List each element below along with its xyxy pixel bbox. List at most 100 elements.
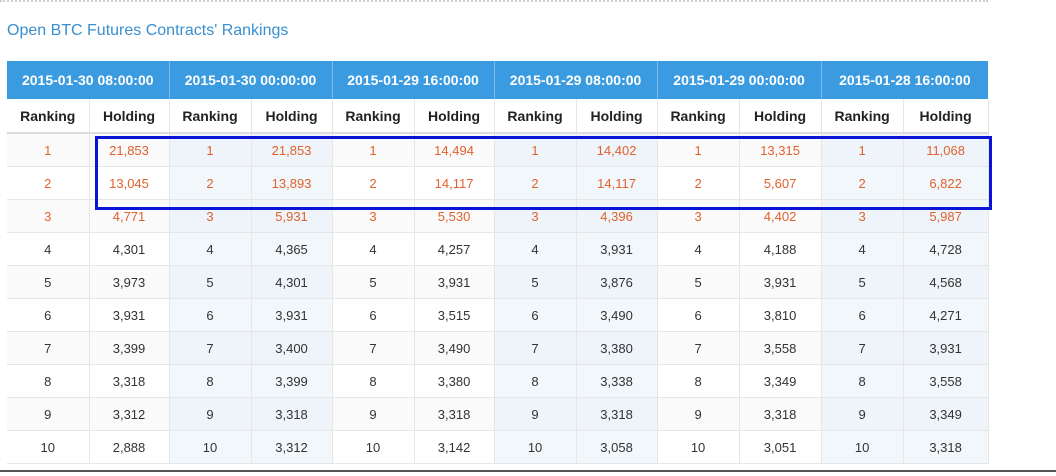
holding-cell: 4,301 [89,232,170,266]
holding-cell: 4,365 [251,232,333,266]
ranking-cell: 7 [821,331,904,365]
ranking-cell: 7 [332,331,415,365]
ranking-cell: 1 [169,133,252,167]
holding-cell: 3,558 [739,331,822,365]
table-row: 8 3,318 8 3,399 8 3,380 8 3,338 8 3,349 8 3,558 [7,364,989,398]
ranking-cell: 6 [657,298,740,332]
holding-cell: 3,931 [414,265,495,299]
ranking-cell: 5 [821,265,904,299]
holding-cell: 5,987 [903,199,989,233]
table-row: 1 21,853 1 21,853 1 14,494 1 14,402 1 13,315 1 11,0… [7,133,989,167]
holding-cell: 21,853 [251,133,333,167]
rankings-table-container: 2015-01-30 08:00:00 2015-01-30 00:00:00 … [7,61,989,464]
table-row: 5 3,973 5 4,301 5 3,931 5 3,876 5 3,931 5 4,568 [7,265,989,299]
ranking-cell: 3 [494,199,577,233]
holding-cell: 3,515 [414,298,495,332]
ranking-cell: 6 [494,298,577,332]
holding-cell: 3,058 [576,430,658,464]
ranking-cell: 5 [7,265,90,299]
holding-cell: 3,338 [576,364,658,398]
ranking-cell: 8 [7,364,90,398]
holding-cell: 3,973 [89,265,170,299]
ranking-cell: 9 [494,397,577,431]
holding-cell: 14,494 [414,133,495,167]
holding-header: Holding [576,99,658,134]
holding-cell: 3,142 [414,430,495,464]
ranking-cell: 8 [332,364,415,398]
date-header-row: 2015-01-30 08:00:00 2015-01-30 00:00:00 … [7,61,989,99]
holding-cell: 5,607 [739,166,822,200]
ranking-cell: 9 [657,397,740,431]
holding-cell: 4,568 [903,265,989,299]
holding-cell: 4,271 [903,298,989,332]
ranking-cell: 5 [332,265,415,299]
ranking-cell: 4 [169,232,252,266]
ranking-cell: 4 [332,232,415,266]
ranking-cell: 9 [821,397,904,431]
holding-cell: 3,876 [576,265,658,299]
ranking-header: Ranking [7,99,90,134]
ranking-cell: 4 [7,232,90,266]
holding-cell: 3,349 [903,397,989,431]
ranking-cell: 3 [7,199,90,233]
holding-cell: 3,931 [576,232,658,266]
ranking-cell: 7 [7,331,90,365]
table-row: 6 3,931 6 3,931 6 3,515 6 3,490 6 3,810 6 4,271 [7,298,989,332]
holding-cell: 13,315 [739,133,822,167]
holding-cell: 4,771 [89,199,170,233]
ranking-cell: 2 [7,166,90,200]
ranking-cell: 2 [821,166,904,200]
ranking-cell: 6 [7,298,90,332]
holding-cell: 14,117 [576,166,658,200]
table-row: 10 2,888 10 3,312 10 3,142 10 3,058 10 3,051 10 3,3… [7,430,989,464]
holding-cell: 3,318 [414,397,495,431]
holding-cell: 6,822 [903,166,989,200]
ranking-header: Ranking [494,99,577,134]
ranking-cell: 10 [7,430,90,464]
ranking-cell: 4 [657,232,740,266]
ranking-cell: 3 [821,199,904,233]
ranking-cell: 9 [332,397,415,431]
holding-cell: 3,558 [903,364,989,398]
holding-header: Holding [903,99,989,134]
holding-cell: 3,312 [251,430,333,464]
ranking-cell: 3 [169,199,252,233]
date-header: 2015-01-29 08:00:00 [494,61,658,99]
rankings-table: 2015-01-30 08:00:00 2015-01-30 00:00:00 … [7,61,989,464]
holding-cell: 14,117 [414,166,495,200]
holding-cell: 3,380 [414,364,495,398]
table-row: 9 3,312 9 3,318 9 3,318 9 3,318 9 3,318 9 3,349 [7,397,989,431]
holding-cell: 3,931 [251,298,333,332]
ranking-cell: 2 [169,166,252,200]
ranking-cell: 4 [494,232,577,266]
ranking-header: Ranking [657,99,740,134]
ranking-header: Ranking [169,99,252,134]
date-header: 2015-01-29 00:00:00 [657,61,822,99]
ranking-cell: 10 [821,430,904,464]
ranking-cell: 6 [169,298,252,332]
holding-cell: 3,931 [739,265,822,299]
ranking-cell: 10 [657,430,740,464]
holding-cell: 3,931 [89,298,170,332]
ranking-cell: 8 [494,364,577,398]
ranking-cell: 2 [657,166,740,200]
holding-cell: 3,380 [576,331,658,365]
holding-header: Holding [251,99,333,134]
page-title: Open BTC Futures Contracts' Rankings [7,22,289,39]
ranking-cell: 7 [494,331,577,365]
holding-cell: 13,893 [251,166,333,200]
holding-cell: 4,257 [414,232,495,266]
holding-cell: 3,318 [903,430,989,464]
ranking-cell: 8 [657,364,740,398]
holding-cell: 3,318 [89,364,170,398]
ranking-cell: 10 [169,430,252,464]
holding-cell: 3,318 [739,397,822,431]
top-divider [0,0,988,4]
holding-cell: 5,931 [251,199,333,233]
ranking-cell: 3 [657,199,740,233]
holding-cell: 13,045 [89,166,170,200]
ranking-cell: 8 [821,364,904,398]
ranking-cell: 6 [821,298,904,332]
holding-cell: 4,402 [739,199,822,233]
holding-cell: 14,402 [576,133,658,167]
